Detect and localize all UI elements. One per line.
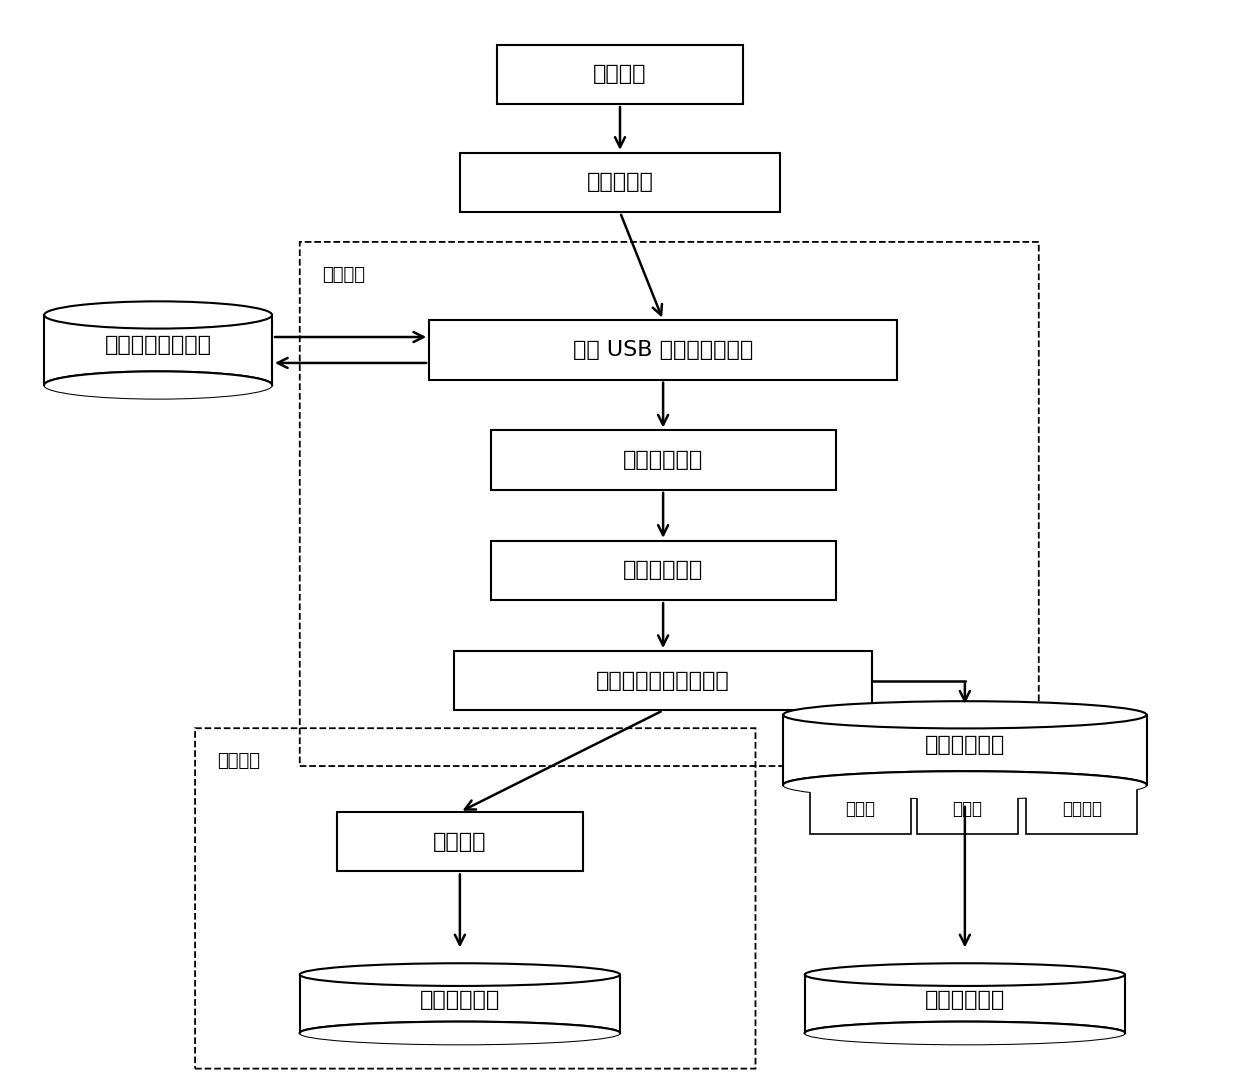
Text: 自动存储模块: 自动存储模块: [420, 990, 500, 1010]
Text: 获取外部数据: 获取外部数据: [622, 450, 703, 470]
Bar: [491, 541, 836, 600]
Bar: [916, 785, 1018, 833]
Text: 显示面板: 显示面板: [1061, 800, 1102, 818]
Bar: [460, 152, 780, 212]
Text: 峰値、波长、温度信息: 峰値、波长、温度信息: [596, 671, 730, 690]
Bar: [337, 812, 583, 871]
Text: 功能显示模块: 功能显示模块: [925, 735, 1004, 756]
Text: 外部光栎解调设备: 外部光栎解调设备: [104, 335, 212, 355]
Text: 模块初始化: 模块初始化: [587, 172, 653, 193]
Bar: [784, 714, 1147, 785]
Ellipse shape: [805, 964, 1125, 986]
Ellipse shape: [300, 964, 620, 986]
Text: 数据处理: 数据处理: [322, 266, 365, 284]
Bar: [491, 430, 836, 490]
Ellipse shape: [45, 371, 272, 399]
Text: 通过 USB 与设备建立通信: 通过 USB 与设备建立通信: [573, 340, 753, 360]
Ellipse shape: [805, 1021, 1125, 1044]
Ellipse shape: [300, 1021, 620, 1044]
Ellipse shape: [45, 371, 272, 399]
Ellipse shape: [784, 771, 1147, 798]
Text: 启动程序: 启动程序: [593, 64, 647, 85]
Bar: [300, 975, 620, 1033]
Text: 阈値告警模块: 阈値告警模块: [925, 990, 1004, 1010]
Text: 数据输出: 数据输出: [433, 832, 486, 852]
Text: 折线图: 折线图: [846, 800, 875, 818]
Ellipse shape: [784, 771, 1147, 798]
Text: 分析模块数据: 分析模块数据: [622, 561, 703, 580]
Ellipse shape: [45, 302, 272, 329]
Ellipse shape: [805, 1021, 1125, 1044]
Bar: [497, 45, 743, 105]
Bar: [429, 320, 897, 380]
Bar: [45, 315, 272, 386]
Bar: [810, 785, 910, 833]
Ellipse shape: [300, 1021, 620, 1044]
Bar: [805, 975, 1125, 1033]
Bar: [1027, 785, 1137, 833]
Ellipse shape: [784, 701, 1147, 729]
Text: 输出终端: 输出终端: [217, 752, 260, 770]
Bar: [454, 651, 873, 710]
Text: 谱线图: 谱线图: [952, 800, 982, 818]
